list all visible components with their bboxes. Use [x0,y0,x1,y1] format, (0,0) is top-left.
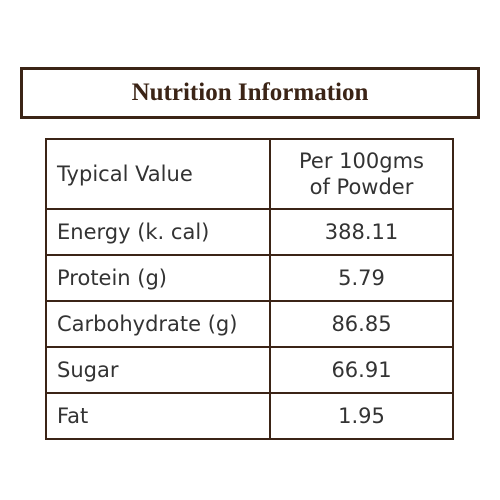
data-row: Energy (k. cal) 388.11 [45,208,454,256]
nutrient-cell: Energy (k. cal) [45,208,271,256]
nutrient-cell: Sugar [45,346,271,394]
value-cell: 5.79 [269,254,454,302]
header-cell: Typical Value [45,138,271,210]
data-row: Protein (g) 5.79 [45,254,454,302]
title: Nutrition Information [131,79,369,106]
header-line: Per 100gms [299,149,424,173]
table-body: Typical Value Per 100gms of Powder Energy (… [45,138,454,440]
header-row: Typical Value Per 100gms of Powder [45,138,454,210]
title-box: Nutrition Information [20,67,480,119]
data-row: Sugar 66.91 [45,346,454,394]
nutrient-cell: Fat [45,392,271,440]
value-cell: 66.91 [269,346,454,394]
nutrition-table: Typical Value Per 100gms of Powder Energy (… [45,138,454,440]
nutrient-cell: Carbohydrate (g) [45,300,271,348]
value-cell: 86.85 [269,300,454,348]
data-row: Carbohydrate (g) 86.85 [45,300,454,348]
value-cell: 1.95 [269,392,454,440]
data-row: Fat 1.95 [45,392,454,440]
value-cell: 388.11 [269,208,454,256]
header-line: of Powder [309,175,414,199]
header-cell: Per 100gms of Powder [269,138,454,210]
nutrient-cell: Protein (g) [45,254,271,302]
